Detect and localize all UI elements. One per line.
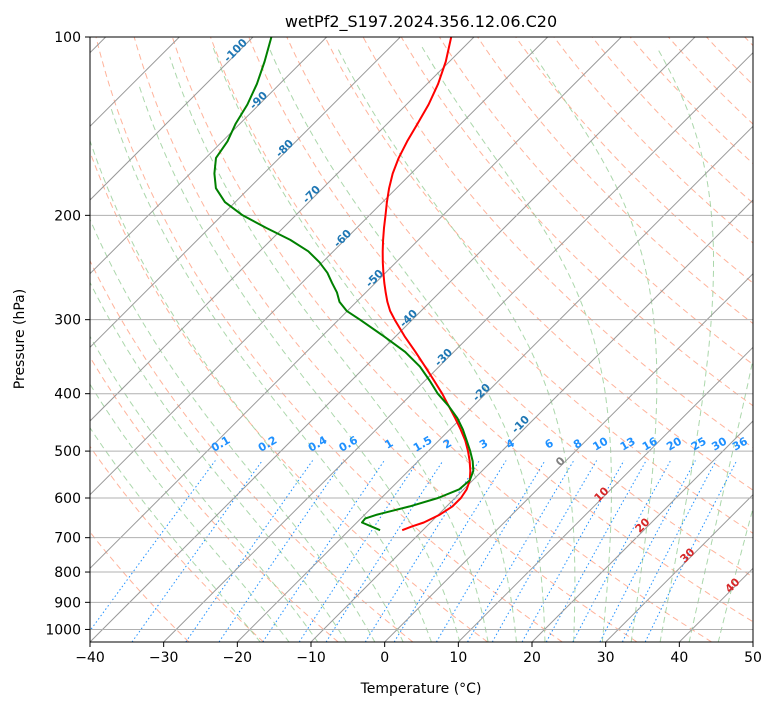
x-tick-label: −20: [223, 650, 253, 666]
chart-title: wetPf2_S197.2024.356.12.06.C20: [285, 12, 557, 32]
x-tick-label: −10: [296, 650, 326, 666]
y-tick-label: 400: [54, 387, 81, 403]
y-tick-label: 700: [54, 531, 81, 547]
y-tick-label: 500: [54, 444, 81, 460]
y-tick-label: 300: [54, 313, 81, 329]
x-tick-label: 0: [380, 650, 389, 666]
x-tick-label: 20: [523, 650, 541, 666]
x-tick-label: 10: [449, 650, 467, 666]
y-tick-label: 800: [54, 565, 81, 581]
x-tick-label: 30: [597, 650, 615, 666]
y-tick-label: 100: [54, 30, 81, 46]
x-tick-label: −40: [75, 650, 105, 666]
y-tick-label: 600: [54, 491, 81, 507]
y-tick-label: 900: [54, 595, 81, 611]
y-tick-label: 1000: [45, 622, 81, 638]
x-tick-label: 40: [670, 650, 688, 666]
y-axis-label: Pressure (hPa): [12, 289, 28, 389]
x-tick-label: −30: [149, 650, 179, 666]
x-axis-label: Temperature (°C): [360, 681, 482, 697]
y-tick-label: 200: [54, 208, 81, 224]
x-tick-label: 50: [744, 650, 762, 666]
